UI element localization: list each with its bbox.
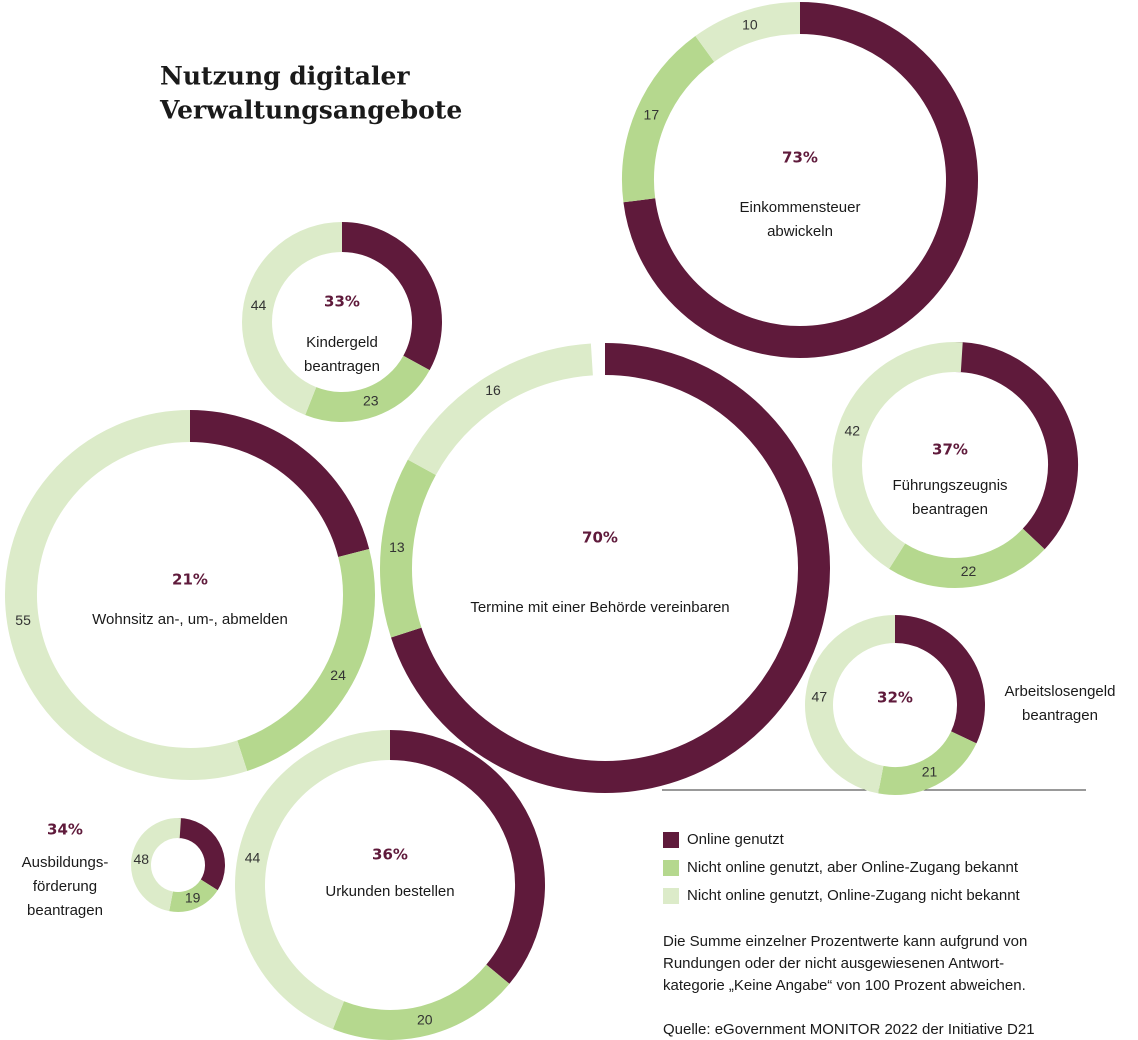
segment-label: 22: [961, 563, 977, 579]
segment-label: 21: [922, 763, 938, 779]
donut-segment: [894, 615, 985, 744]
donut-caption: beantragen: [27, 902, 103, 919]
segment-label: 23: [363, 393, 379, 409]
donut-segment: [305, 355, 430, 422]
note-line: kategorie „Keine Angabe“ von 100 Prozent…: [663, 977, 1026, 994]
donut-segment: [332, 964, 510, 1040]
segment-label: 10: [742, 17, 758, 33]
segment-label: 24: [330, 667, 346, 683]
donut-caption: Wohnsitz an-, um-, abmelden: [92, 611, 288, 628]
donut-caption: Urkunden bestellen: [325, 883, 454, 900]
donut-segment: [805, 615, 896, 794]
segment-label: 55: [15, 612, 31, 628]
headline-value: 34%: [47, 821, 83, 839]
donut-caption: Führungszeugnis: [892, 477, 1007, 494]
note-line: Rundungen oder der nicht ausgewiesenen A…: [663, 955, 1004, 972]
legend-label: Nicht online genutzt, Online-Zugang nich…: [687, 887, 1021, 904]
segment-label: 48: [134, 851, 150, 867]
donut-segment: [242, 222, 343, 415]
headline-value: 21%: [172, 571, 208, 589]
donut-caption: beantragen: [304, 358, 380, 375]
donut-segment: [954, 342, 1078, 550]
segment-label: 44: [245, 849, 261, 865]
donut-caption: beantragen: [1022, 707, 1098, 724]
donut-segment: [5, 410, 248, 780]
donut-caption: Einkommensteuer: [740, 199, 861, 216]
donut-caption: abwickeln: [767, 223, 833, 240]
segment-label: 13: [389, 539, 405, 555]
donut-segment: [623, 2, 978, 358]
donut-segment: [389, 730, 545, 984]
segment-label: 44: [251, 297, 267, 313]
headline-value: 32%: [877, 689, 913, 707]
donut-caption: Kindergeld: [306, 334, 378, 351]
donut-segment: [235, 730, 391, 1030]
donut-caption: Termine mit einer Behörde vereinbaren: [470, 599, 729, 616]
legend-label: Nicht online genutzt, aber Online-Zugang…: [687, 859, 1019, 876]
donut-segment: [131, 818, 181, 912]
headline-value: 70%: [582, 529, 618, 547]
headline-value: 37%: [932, 441, 968, 459]
donut-segment: [177, 818, 225, 891]
note-line: Die Summe einzelner Prozentwerte kann au…: [663, 933, 1027, 950]
donut-segment: [169, 878, 218, 912]
donut-segment: [878, 730, 977, 795]
headline-value: 36%: [372, 846, 408, 864]
donut-segment: [189, 410, 370, 558]
donut-caption: Arbeitslosengeld: [1005, 683, 1116, 700]
legend-swatch: [663, 860, 679, 876]
segment-label: 19: [185, 890, 201, 906]
segment-label: 42: [844, 422, 860, 438]
donut-segment: [695, 2, 801, 63]
donut-segment: [380, 459, 436, 638]
legend-swatch: [663, 888, 679, 904]
donut-segment: [407, 343, 594, 476]
donut-segment: [391, 343, 830, 793]
source: Quelle: eGovernment MONITOR 2022 der Ini…: [663, 1021, 1035, 1038]
donut-caption: förderung: [33, 878, 97, 895]
donut-caption: Ausbildungs-: [22, 854, 109, 871]
segment-label: 20: [417, 1011, 433, 1027]
title-line: Nutzung digitaler: [160, 62, 410, 91]
legend-label: Online genutzt: [687, 831, 785, 848]
headline-value: 73%: [782, 149, 818, 167]
donut-segment: [889, 528, 1045, 588]
donut-segment: [341, 222, 442, 371]
headline-value: 33%: [324, 293, 360, 311]
donut-caption: beantragen: [912, 501, 988, 518]
donut-segment: [237, 549, 375, 771]
legend-swatch: [663, 832, 679, 848]
donut-segment: [832, 342, 963, 569]
segment-label: 17: [644, 106, 660, 122]
donut-segment: [622, 35, 715, 203]
title-line: Verwaltungsangebote: [159, 96, 462, 125]
segment-label: 47: [812, 689, 828, 705]
segment-label: 16: [485, 382, 501, 398]
